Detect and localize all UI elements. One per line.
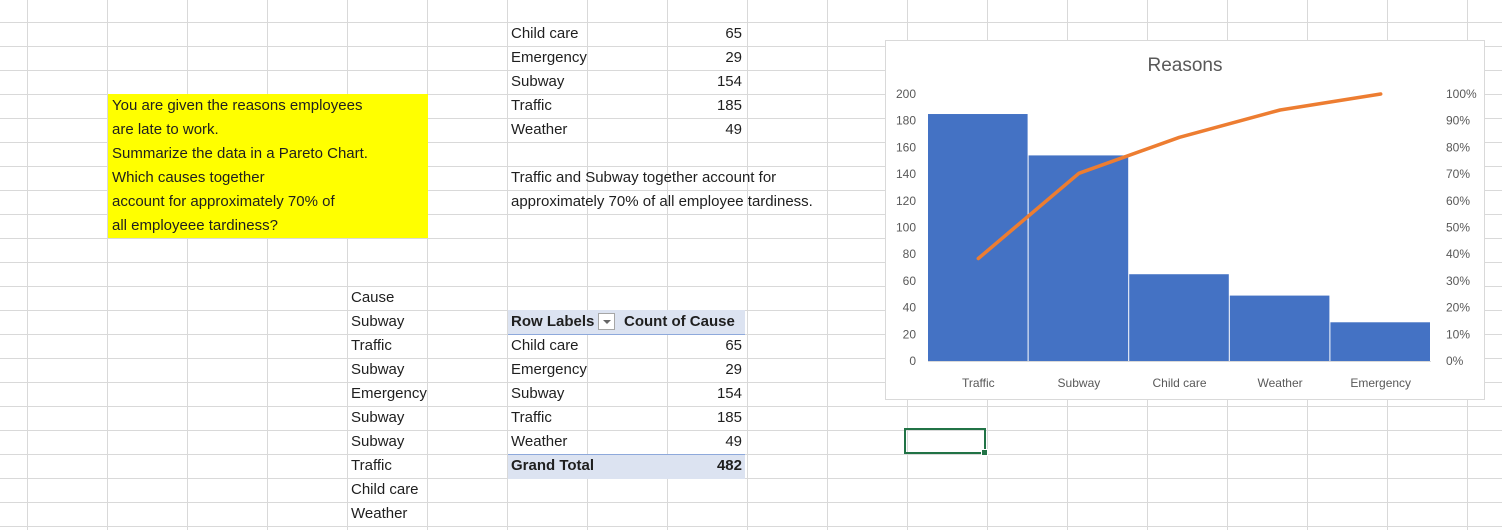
pivot-total-label[interactable]: Grand Total xyxy=(511,457,595,474)
cause-cell[interactable]: Emergency xyxy=(351,385,427,402)
y2-tick-label: 100% xyxy=(1446,87,1477,101)
chart-title: Reasons xyxy=(1148,55,1223,76)
pivot-row-value[interactable]: 154 xyxy=(716,385,742,402)
y2-tick-label: 90% xyxy=(1446,114,1470,128)
y-tick-label: 20 xyxy=(903,327,917,341)
x-tick-label: Subway xyxy=(1058,376,1101,390)
pivot-header-row xyxy=(508,310,745,335)
summary-value[interactable]: 185 xyxy=(716,97,742,114)
filter-dropdown-icon[interactable] xyxy=(598,313,615,330)
y2-tick-label: 20% xyxy=(1446,301,1470,315)
bar-emergency xyxy=(1330,322,1430,361)
pivot-header-count[interactable]: Count of Cause xyxy=(624,313,735,330)
answer-line[interactable]: approximately 70% of all employee tardin… xyxy=(511,193,813,210)
x-tick-label: Emergency xyxy=(1350,376,1411,390)
cause-cell[interactable]: Subway xyxy=(351,409,405,426)
pivot-row-value[interactable]: 29 xyxy=(725,361,742,378)
x-tick-label: Child care xyxy=(1152,376,1206,390)
x-tick-label: Weather xyxy=(1258,376,1303,390)
y-tick-label: 140 xyxy=(896,167,916,181)
cause-cell[interactable]: Child care xyxy=(351,481,419,498)
summary-value[interactable]: 154 xyxy=(716,73,742,90)
y2-tick-label: 30% xyxy=(1446,274,1470,288)
pivot-row-value[interactable]: 185 xyxy=(716,409,742,426)
pivot-row-label[interactable]: Emergency xyxy=(511,361,587,378)
y2-tick-label: 80% xyxy=(1446,140,1470,154)
instructions-block[interactable]: You are given the reasons employees are … xyxy=(108,94,428,238)
pivot-row-value[interactable]: 49 xyxy=(725,433,742,450)
y-tick-label: 180 xyxy=(896,114,916,128)
bar-subway xyxy=(1028,155,1129,361)
pivot-header-labels[interactable]: Row Labels xyxy=(511,313,595,330)
summary-label[interactable]: Traffic xyxy=(511,97,552,114)
y-tick-label: 80 xyxy=(903,247,917,261)
pivot-row-label[interactable]: Child care xyxy=(511,337,579,354)
x-tick-label: Traffic xyxy=(962,376,995,390)
cause-cell[interactable]: Traffic xyxy=(351,337,392,354)
summary-value[interactable]: 65 xyxy=(725,25,742,42)
cause-cell[interactable]: Traffic xyxy=(351,457,392,474)
cause-cell[interactable]: Subway xyxy=(351,433,405,450)
instruction-line: You are given the reasons employees xyxy=(112,97,363,114)
y-tick-label: 60 xyxy=(903,274,917,288)
answer-line[interactable]: Traffic and Subway together account for xyxy=(511,169,777,186)
pivot-row-label[interactable]: Traffic xyxy=(511,409,552,426)
bar-weather xyxy=(1229,295,1330,361)
y-tick-label: 200 xyxy=(896,87,916,101)
summary-label[interactable]: Child care xyxy=(511,25,579,42)
instruction-line: account for approximately 70% of xyxy=(112,193,335,210)
y2-tick-label: 0% xyxy=(1446,354,1464,368)
y2-tick-label: 70% xyxy=(1446,167,1470,181)
y-tick-label: 120 xyxy=(896,194,916,208)
pivot-total-row xyxy=(508,454,745,479)
pivot-row-label[interactable]: Subway xyxy=(511,385,565,402)
pareto-chart[interactable]: Reasons 0 20 40 60 80 100 120 140 160 180 200 0% 10% 2… xyxy=(885,40,1485,400)
y2-tick-label: 50% xyxy=(1446,221,1470,235)
instruction-line: all employeee tardiness? xyxy=(112,217,278,234)
instruction-line: Which causes together xyxy=(112,169,265,186)
cause-cell[interactable]: Subway xyxy=(351,313,405,330)
pivot-row-value[interactable]: 65 xyxy=(725,337,742,354)
cause-cell[interactable]: Weather xyxy=(351,505,408,522)
summary-value[interactable]: 49 xyxy=(725,121,742,138)
y2-tick-label: 40% xyxy=(1446,247,1470,261)
pivot-row-label[interactable]: Weather xyxy=(511,433,568,450)
summary-label[interactable]: Subway xyxy=(511,73,565,90)
summary-label[interactable]: Weather xyxy=(511,121,568,138)
y-tick-label: 0 xyxy=(909,354,916,368)
bar-traffic xyxy=(928,114,1028,362)
cause-header[interactable]: Cause xyxy=(351,289,395,306)
y2-tick-label: 10% xyxy=(1446,327,1470,341)
instruction-line: Summarize the data in a Pareto Chart. xyxy=(112,145,368,162)
bar-child-care xyxy=(1129,274,1229,361)
pivot-total-value[interactable]: 482 xyxy=(716,457,742,474)
summary-label[interactable]: Emergency xyxy=(511,49,587,66)
y-tick-label: 160 xyxy=(896,140,916,154)
cause-cell[interactable]: Subway xyxy=(351,361,405,378)
summary-value[interactable]: 29 xyxy=(725,49,742,66)
y2-tick-label: 60% xyxy=(1446,194,1470,208)
chart-svg: Reasons 0 20 40 60 80 100 120 140 160 180 200 0% 10% 2… xyxy=(896,55,1477,390)
instruction-line: are late to work. xyxy=(112,121,219,138)
y-tick-label: 40 xyxy=(903,301,917,315)
y-tick-label: 100 xyxy=(896,221,916,235)
cumulative-percent-line xyxy=(976,92,1383,261)
selected-cell[interactable] xyxy=(904,428,988,456)
